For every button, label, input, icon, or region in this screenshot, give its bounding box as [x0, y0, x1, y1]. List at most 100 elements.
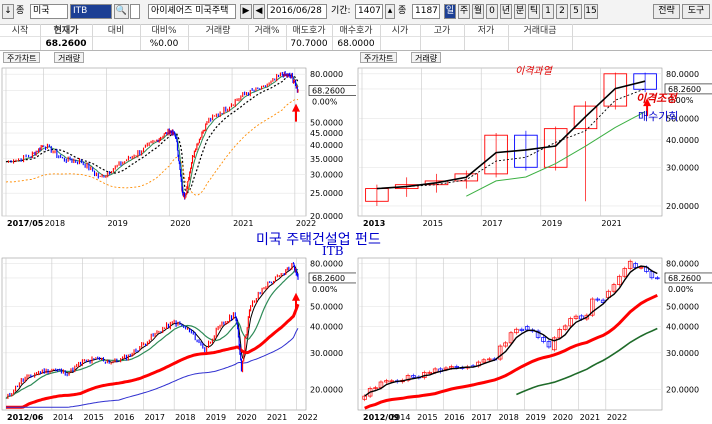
x-tick-label: 2016 — [114, 413, 134, 422]
period-label: 기간: — [331, 6, 351, 16]
y-tick-label: 30.0000 — [310, 349, 343, 358]
moving-average-line — [6, 328, 299, 408]
quote-grid-line — [464, 24, 465, 50]
chart-weekly[interactable]: 80.0000 68.2600 50.0000 40.0000 30.0000 20.00… — [0, 254, 356, 424]
y-tick-label: 40.0000 — [310, 323, 343, 332]
y-tick-label: 50.0000 — [666, 302, 699, 311]
quote-header-0: 시작 — [11, 26, 29, 36]
interval-button-1[interactable]: 주 — [458, 4, 470, 19]
interval-button-4[interactable]: 년 — [500, 4, 512, 19]
candle-body — [655, 277, 660, 280]
quote-panel — [0, 24, 712, 51]
unused-box[interactable] — [130, 4, 140, 19]
candle-body — [535, 330, 541, 338]
y-tick-label: 50.0000 — [666, 115, 699, 124]
prev-icon[interactable]: ◀ — [253, 4, 265, 19]
moving-average-line — [516, 327, 658, 396]
tab-volume-top-right[interactable]: 거래량 — [411, 52, 442, 63]
interval-button-6[interactable]: 틱 — [528, 4, 540, 19]
tools-button[interactable]: 도구 — [682, 4, 710, 19]
quote-grid-line — [188, 24, 189, 50]
chart-monthly[interactable]: 80.0000 68.2600 50.0000 40.0000 30.0000 20.00… — [356, 254, 712, 424]
candle-body — [546, 341, 552, 348]
y-tick-label: 30.0000 — [310, 171, 343, 180]
type-label: 종 — [16, 6, 25, 16]
tab-price-top-right[interactable]: 주가차트 — [360, 52, 398, 63]
y-tick-label: 40.0000 — [666, 136, 699, 145]
interval-button-7[interactable]: 1 — [542, 4, 554, 19]
x-tick-label: 2021 — [580, 413, 600, 422]
candle-body — [622, 268, 628, 277]
interval-button-9[interactable]: 5 — [570, 4, 582, 19]
x-tick-label: 2017 — [482, 219, 502, 228]
chart-daily[interactable]: 80.0000 68.2600 50.0000 45.0000 40.0000 35.00… — [0, 64, 356, 230]
interval-button-0[interactable]: 일 — [444, 4, 456, 19]
y-tick-label: 80.0000 — [666, 70, 699, 79]
interval-button-3[interactable]: 0 — [486, 4, 498, 19]
y-tick-label: 35.0000 — [310, 155, 343, 164]
quote-value-7: 68.0000 — [337, 39, 375, 49]
quote-header-10: 저가 — [477, 26, 495, 36]
current-price-label: 68.2600 — [668, 85, 701, 94]
x-tick-label: 2021 — [267, 413, 287, 422]
current-price-label: 68.2600 — [312, 274, 345, 283]
candle-body — [552, 337, 557, 351]
y-tick-label: 40.0000 — [666, 323, 699, 332]
candle-body — [568, 318, 573, 327]
tab-volume-top-left[interactable]: 거래량 — [54, 52, 85, 63]
play-icon[interactable]: ▶ — [240, 4, 252, 19]
plot-area — [357, 67, 663, 217]
interval-button-5[interactable]: 분 — [514, 4, 526, 19]
y-tick-label: 45.0000 — [310, 129, 343, 138]
count-input[interactable]: 1187 — [412, 4, 440, 19]
candle-body — [611, 284, 617, 292]
candle-body — [633, 73, 657, 90]
x-tick-label: 2019 — [107, 219, 127, 228]
buy-note: 매수기회 — [638, 110, 679, 123]
x-tick-label: 2017 — [145, 413, 165, 422]
quote-divider — [0, 36, 712, 37]
chart-yearly[interactable]: 80.0000 68.2600 50.0000 40.0000 30.0000 20.00… — [356, 64, 712, 230]
y-tick-label: 30.0000 — [666, 163, 699, 172]
period-input[interactable]: 1407 — [355, 4, 383, 19]
x-tick-label: 2017/05 — [7, 219, 44, 228]
candle-body — [519, 328, 525, 331]
date-input[interactable]: 2016/06/28 — [267, 4, 327, 19]
x-tick-label: 2022 — [296, 219, 316, 228]
interval-button-8[interactable]: 2 — [556, 4, 568, 19]
x-tick-label: 2013 — [363, 219, 385, 228]
interval-button-10[interactable]: 15 — [584, 4, 598, 19]
candle-body — [427, 371, 432, 374]
search-icon[interactable]: 🔍 — [114, 4, 129, 19]
correction-note: 이격조정 — [636, 92, 677, 105]
current-price-box — [308, 85, 356, 96]
x-tick-label: 2018 — [175, 413, 195, 422]
candle-body — [584, 314, 590, 320]
y-tick-label: 80.0000 — [666, 260, 699, 269]
y-tick-label: 30.0000 — [666, 349, 699, 358]
name-field: 아이셰어즈 미국주택 — [148, 4, 236, 19]
moving-average-line — [5, 74, 299, 193]
candle-body — [389, 380, 395, 383]
period-spin-icon[interactable]: ▴ — [385, 4, 395, 19]
candle-body — [384, 380, 389, 383]
candle-body — [590, 298, 595, 316]
candle-body — [514, 328, 519, 334]
menu-arrow-icon[interactable]: ↓ — [2, 4, 14, 19]
quote-header-9: 고가 — [433, 26, 451, 36]
interval-button-2[interactable]: 월 — [472, 4, 484, 19]
signal-arrow-icon — [292, 103, 300, 122]
symbol-input[interactable]: ITB — [70, 4, 112, 19]
tab-price-top-left[interactable]: 주가차트 — [3, 52, 41, 63]
strategy-button[interactable]: 전략 — [653, 4, 680, 19]
quote-grid-line — [420, 24, 421, 50]
x-tick-label: 2022 — [607, 413, 627, 422]
candle-body — [481, 359, 487, 363]
candle-body — [573, 105, 598, 130]
candle-body — [443, 367, 449, 370]
candle-body — [411, 375, 416, 378]
y-tick-label: 20.0000 — [310, 386, 343, 395]
market-select[interactable]: 미국 — [30, 4, 68, 19]
quote-grid-line — [508, 24, 509, 50]
x-tick-label: 2014 — [53, 413, 73, 422]
